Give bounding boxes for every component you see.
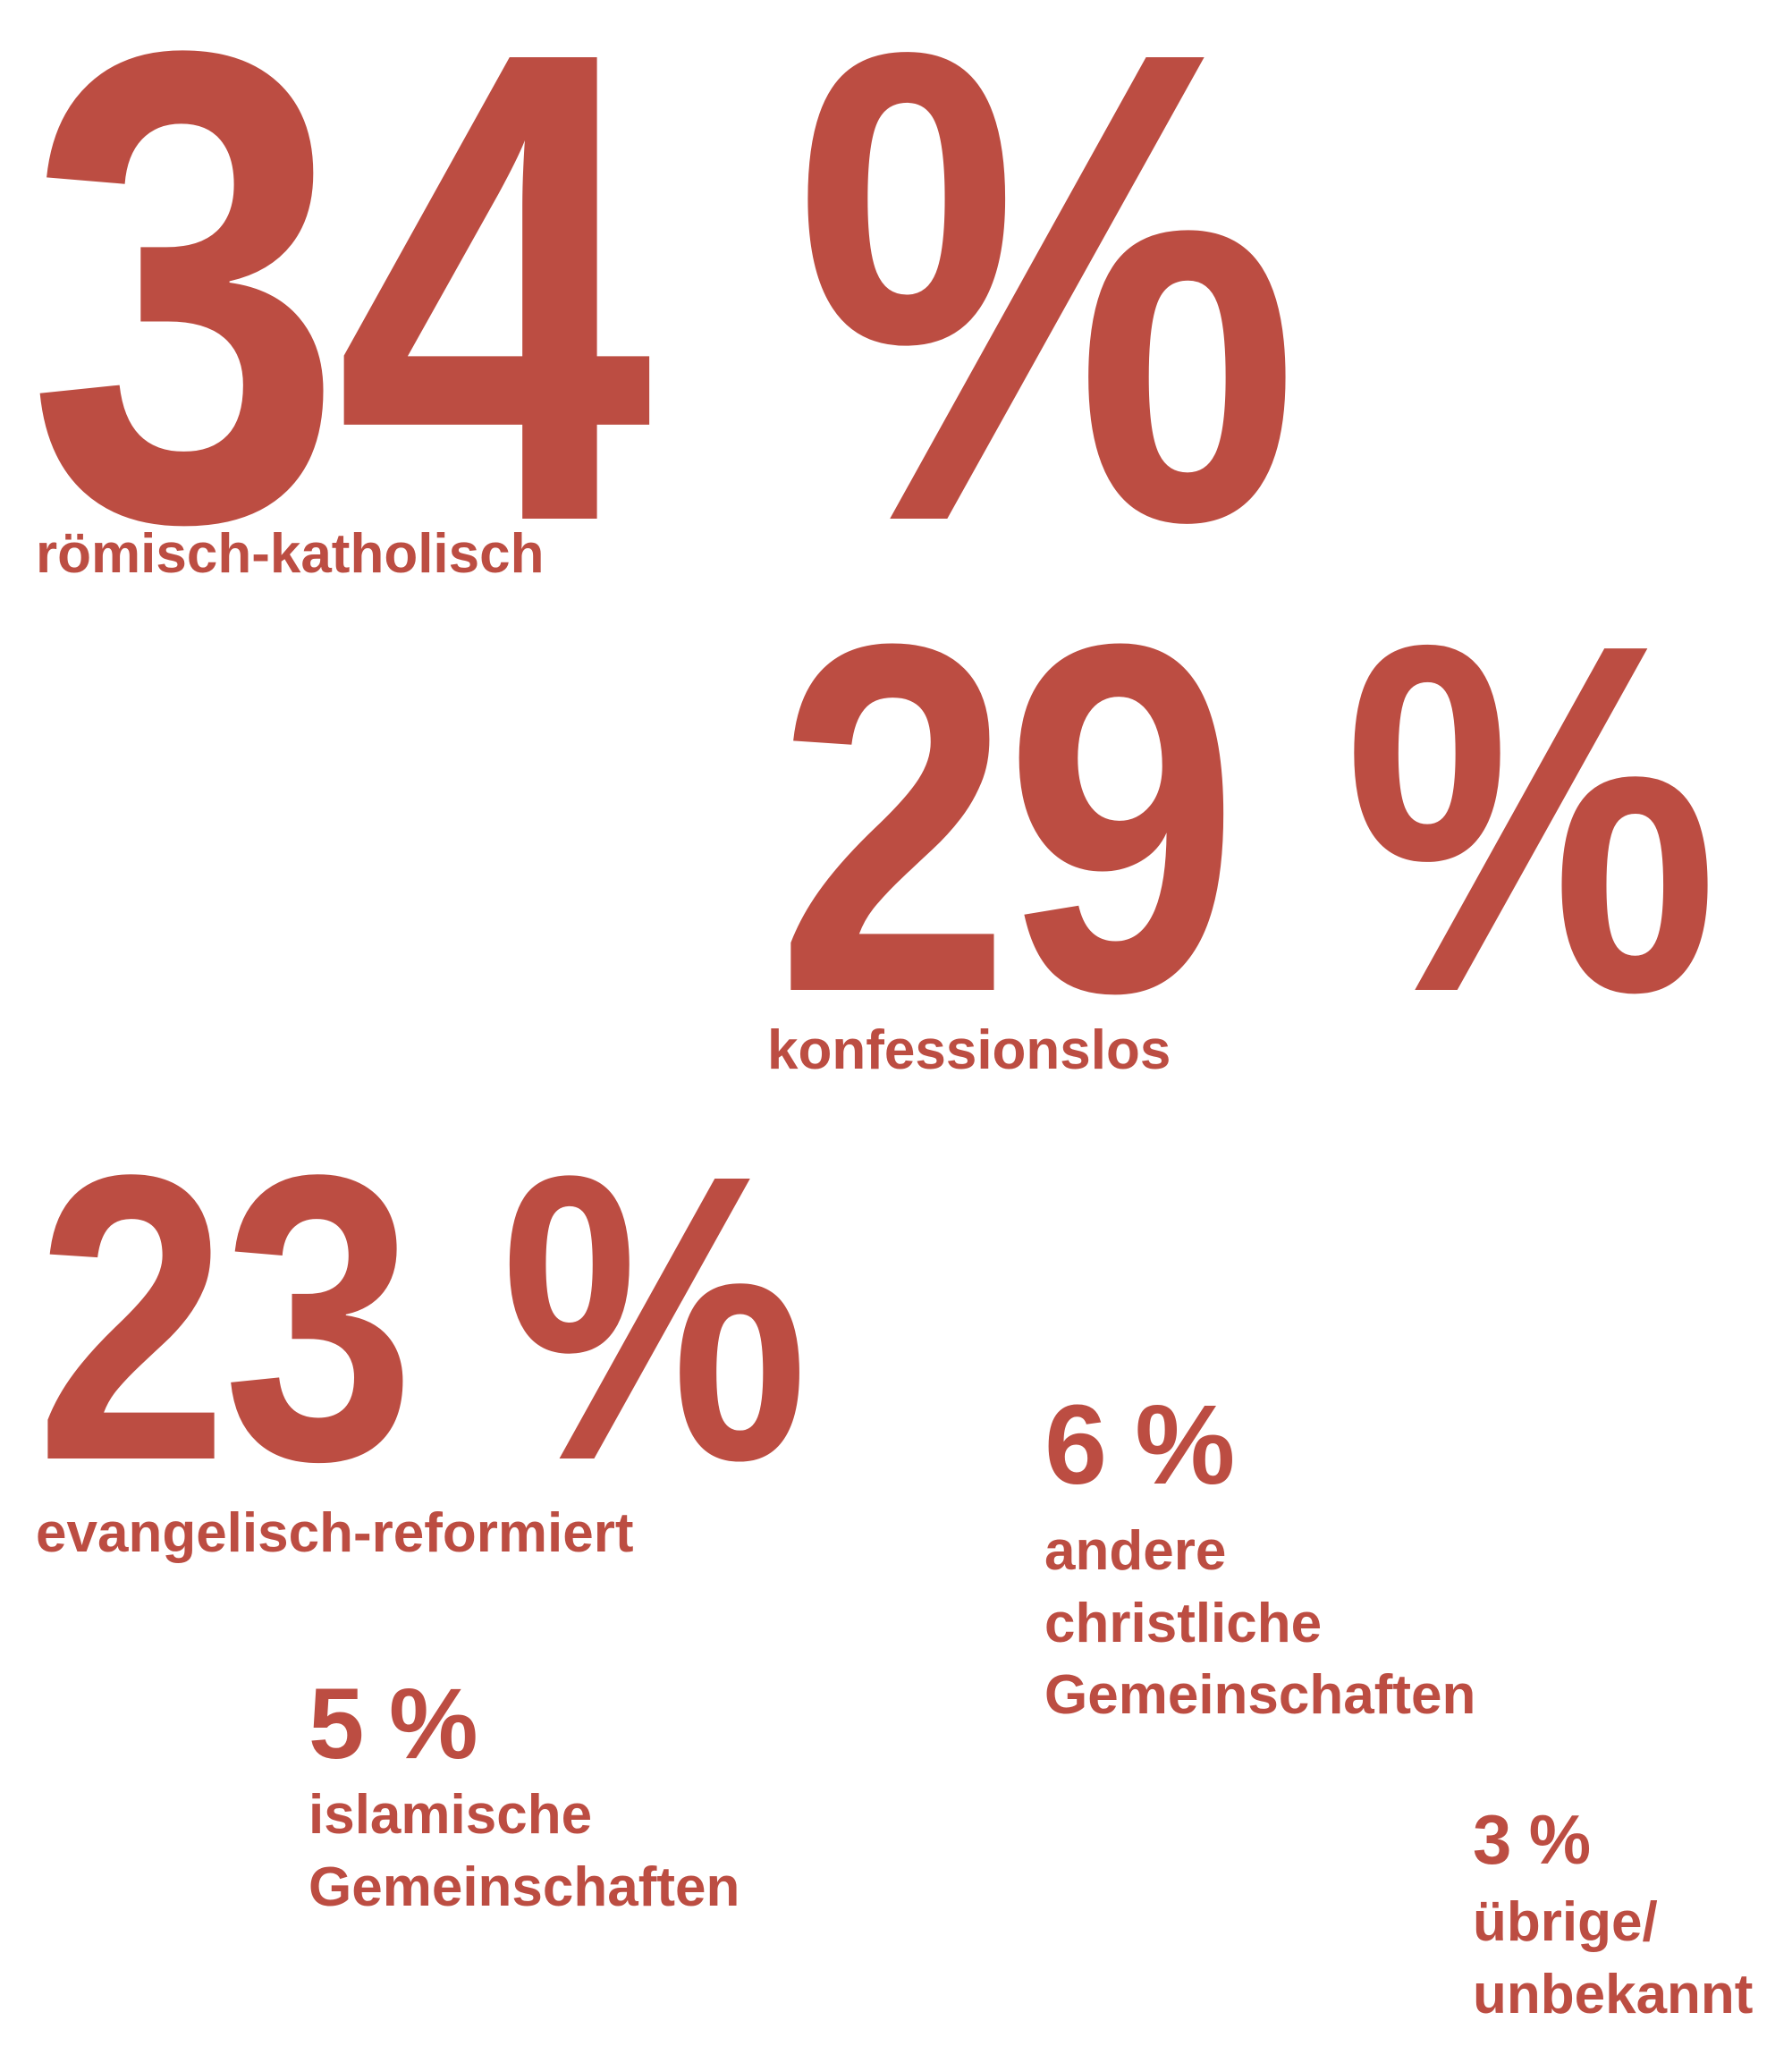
stat-value-andere-christliche-gemeinschaften: 6 % bbox=[1044, 1382, 1235, 1508]
stat-label-line: evangelisch-reformiert bbox=[36, 1502, 634, 1564]
stat-label-evangelisch-reformiert: evangelisch-reformiert bbox=[36, 1498, 633, 1570]
stat-label-line: andere bbox=[1044, 1520, 1227, 1582]
stat-label-line: Gemeinschaften bbox=[1044, 1664, 1476, 1727]
stat-label-konfessionslos: konfessionslos bbox=[767, 1015, 1171, 1087]
stat-value-islamische-gemeinschaften: 5 % bbox=[309, 1668, 478, 1780]
stat-value-roemisch-katholisch: 34 % bbox=[27, 0, 1300, 661]
stat-label-andere-christliche-gemeinschaften: andere christliche Gemeinschaften bbox=[1044, 1516, 1475, 1732]
stat-label-line: Gemeinschaften bbox=[309, 1856, 740, 1918]
stat-label-line: christliche bbox=[1044, 1592, 1323, 1654]
stat-label-line: übrige/ bbox=[1473, 1891, 1658, 1953]
stat-label-line: römisch-katholisch bbox=[36, 523, 545, 585]
stat-value-uebrige-unbekannt: 3 % bbox=[1473, 1800, 1591, 1879]
stat-label-line: islamische bbox=[309, 1784, 593, 1846]
stat-label-islamische-gemeinschaften: islamische Gemeinschaften bbox=[309, 1780, 740, 1923]
stat-value-konfessionslos: 29 % bbox=[776, 541, 1719, 1095]
stat-label-roemisch-katholisch: römisch-katholisch bbox=[36, 519, 544, 591]
stat-label-uebrige-unbekannt: übrige/ unbekannt bbox=[1473, 1887, 1753, 2031]
stat-label-line: unbekannt bbox=[1473, 1963, 1754, 2025]
stat-value-evangelisch-reformiert: 23 % bbox=[36, 1091, 808, 1545]
stat-label-line: konfessionslos bbox=[767, 1019, 1171, 1081]
